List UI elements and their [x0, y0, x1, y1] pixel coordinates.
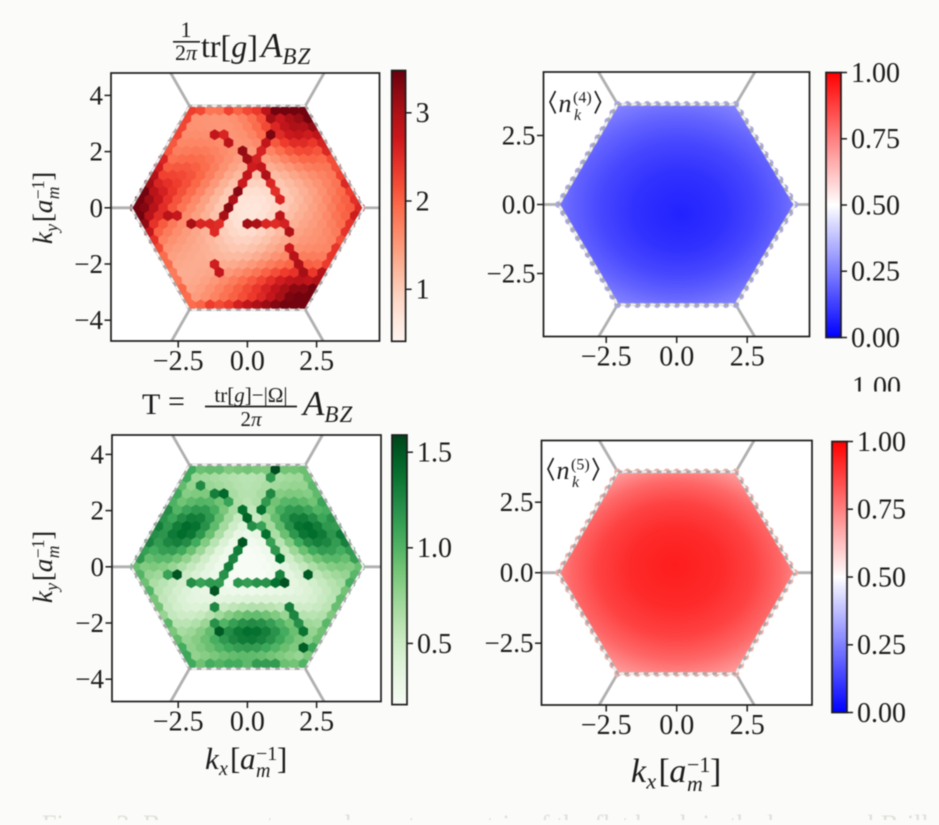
svg-text:2: 2 — [91, 496, 105, 526]
svg-text:0.50: 0.50 — [851, 190, 900, 221]
svg-text:Figure 3: Berry curvature and: Figure 3: Berry curvature and quantum me… — [42, 810, 939, 820]
svg-text:0.50: 0.50 — [857, 562, 906, 593]
svg-text:ABZ: ABZ — [259, 26, 311, 69]
svg-text:0.75: 0.75 — [851, 124, 900, 155]
svg-text:1.00: 1.00 — [851, 58, 900, 89]
svg-text:2.5: 2.5 — [502, 121, 536, 151]
svg-text:−2: −2 — [74, 249, 103, 279]
svg-text:m: m — [43, 545, 63, 558]
svg-text:−2.5: −2.5 — [487, 259, 536, 289]
svg-text:2π: 2π — [175, 40, 198, 65]
svg-text:[: [ — [658, 753, 669, 790]
svg-text:[: [ — [230, 741, 240, 776]
svg-text:(4): (4) — [573, 90, 592, 107]
svg-text:−1: −1 — [28, 180, 48, 199]
svg-text:0.25: 0.25 — [851, 257, 900, 288]
svg-text:−1: −1 — [28, 539, 48, 558]
svg-text:2.5: 2.5 — [299, 346, 334, 377]
svg-text:]: ] — [28, 531, 58, 540]
svg-text:k: k — [572, 474, 580, 491]
svg-text:ABZ: ABZ — [301, 384, 353, 427]
svg-text:1: 1 — [181, 17, 192, 42]
svg-text:]: ] — [710, 753, 721, 790]
svg-text:−4: −4 — [75, 664, 104, 694]
svg-text:3: 3 — [416, 98, 430, 129]
svg-text:−2.5: −2.5 — [581, 710, 632, 741]
svg-text:m: m — [256, 760, 270, 782]
svg-text:1.00: 1.00 — [857, 427, 906, 458]
svg-text:0.00: 0.00 — [851, 323, 900, 354]
svg-text:0: 0 — [91, 552, 105, 582]
svg-text:−1: −1 — [256, 743, 277, 765]
svg-text:−2.5: −2.5 — [485, 628, 534, 658]
svg-text:0.75: 0.75 — [857, 495, 906, 526]
svg-text:−2.5: −2.5 — [153, 346, 204, 377]
svg-text:k: k — [574, 107, 582, 124]
svg-text:4: 4 — [91, 439, 105, 469]
svg-text:−2: −2 — [75, 608, 104, 638]
svg-text:1.0: 1.0 — [417, 533, 452, 564]
svg-text:k: k — [28, 231, 58, 244]
svg-text:a: a — [28, 200, 58, 214]
svg-text:−4: −4 — [74, 305, 103, 335]
svg-text:k: k — [205, 741, 220, 776]
svg-text:y: y — [41, 583, 61, 593]
svg-text:tr[g]−|Ω|: tr[g]−|Ω| — [214, 383, 287, 407]
svg-text:=: = — [168, 385, 185, 418]
svg-text:1.5: 1.5 — [417, 438, 452, 469]
svg-text:2π: 2π — [240, 407, 262, 431]
svg-text:T: T — [142, 388, 160, 421]
svg-text:y: y — [41, 224, 61, 234]
svg-text:0.0: 0.0 — [659, 710, 694, 741]
svg-text:0.0: 0.0 — [659, 342, 694, 373]
svg-text:0.25: 0.25 — [857, 630, 906, 661]
svg-text:2: 2 — [416, 186, 430, 217]
svg-text:tr[g]: tr[g] — [201, 28, 258, 64]
svg-text:0.0: 0.0 — [502, 190, 536, 220]
svg-text:x: x — [218, 758, 228, 780]
svg-text:0.0: 0.0 — [500, 558, 534, 588]
svg-text:0.0: 0.0 — [230, 707, 265, 738]
svg-text:0.0: 0.0 — [230, 346, 265, 377]
svg-text:m: m — [687, 771, 703, 796]
svg-text:m: m — [43, 186, 63, 199]
svg-text:2.5: 2.5 — [730, 342, 765, 373]
svg-text:2.5: 2.5 — [730, 710, 765, 741]
svg-text:k: k — [631, 753, 647, 790]
svg-text:0.00: 0.00 — [857, 698, 906, 729]
svg-text:(5): (5) — [571, 457, 590, 474]
svg-text:−1: −1 — [687, 752, 710, 777]
svg-text:n: n — [557, 456, 570, 485]
svg-text:a: a — [240, 741, 256, 776]
svg-text:0: 0 — [90, 193, 104, 223]
svg-text:0.5: 0.5 — [417, 629, 452, 660]
svg-text:4: 4 — [90, 80, 104, 110]
svg-text:2.5: 2.5 — [299, 707, 334, 738]
svg-text:[: [ — [28, 572, 58, 581]
svg-text:]: ] — [277, 741, 287, 776]
svg-text:]: ] — [28, 172, 58, 181]
svg-text:a: a — [669, 753, 686, 790]
svg-text:[: [ — [28, 213, 58, 222]
svg-text:−2.5: −2.5 — [153, 707, 204, 738]
svg-text:2: 2 — [90, 137, 104, 167]
svg-text:a: a — [28, 559, 58, 573]
svg-text:1.00: 1.00 — [852, 372, 901, 403]
svg-text:2.5: 2.5 — [500, 487, 534, 517]
svg-text:x: x — [645, 769, 656, 794]
svg-text:n: n — [559, 89, 572, 118]
svg-text:1: 1 — [416, 275, 430, 306]
svg-text:k: k — [28, 590, 58, 603]
svg-text:−2.5: −2.5 — [581, 342, 632, 373]
